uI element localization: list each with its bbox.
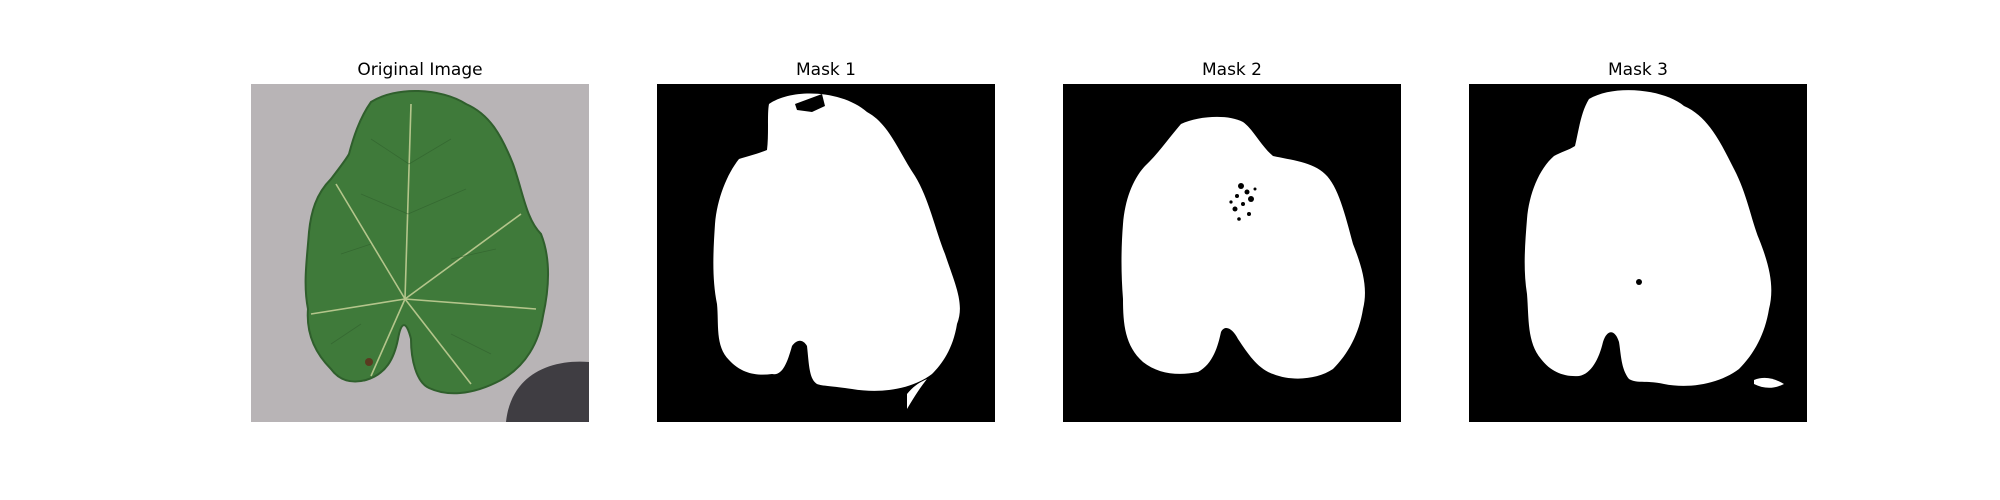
mask-3-image	[1469, 84, 1807, 422]
photo-shadow	[506, 361, 589, 422]
mask-2-leaf-region	[1121, 116, 1365, 379]
mask-3-leaf-region	[1524, 90, 1772, 386]
mask-3-svg	[1469, 84, 1807, 422]
panel-title-mask-1: Mask 1	[795, 60, 856, 80]
panel-title-original: Original Image	[357, 60, 483, 80]
panel-title-mask-2: Mask 2	[1201, 60, 1262, 80]
leaf-veins	[310, 103, 537, 385]
mask-2-svg	[1063, 84, 1401, 422]
panel-mask-2: Mask 2	[1063, 58, 1401, 422]
mask-1-image	[657, 84, 995, 422]
original-leaf-photo	[251, 84, 589, 422]
leaf-shape	[304, 89, 549, 395]
panel-mask-3: Mask 3	[1469, 58, 1807, 422]
panel-original-image: Original Image	[251, 58, 589, 422]
mask-1-leaf-region	[713, 93, 960, 391]
panel-title-mask-3: Mask 3	[1607, 60, 1668, 80]
panel-mask-1: Mask 1	[657, 58, 995, 422]
mask-1-svg	[657, 84, 995, 422]
leaf-photo-svg	[251, 84, 589, 422]
mask-2-image	[1063, 84, 1401, 422]
